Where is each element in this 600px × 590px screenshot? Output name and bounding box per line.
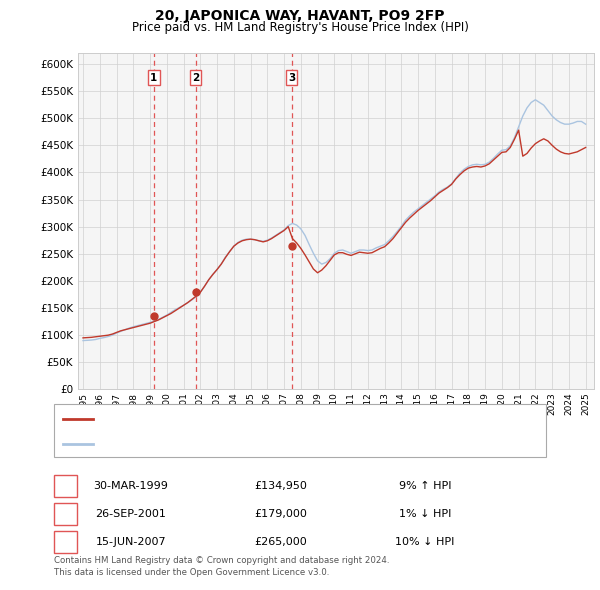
Text: 2: 2: [62, 509, 69, 519]
Text: 15-JUN-2007: 15-JUN-2007: [95, 537, 166, 547]
Text: 20, JAPONICA WAY, HAVANT, PO9 2FP (detached house): 20, JAPONICA WAY, HAVANT, PO9 2FP (detac…: [99, 414, 387, 424]
Text: This data is licensed under the Open Government Licence v3.0.: This data is licensed under the Open Gov…: [54, 568, 329, 576]
Text: £265,000: £265,000: [254, 537, 307, 547]
Text: 20, JAPONICA WAY, HAVANT, PO9 2FP: 20, JAPONICA WAY, HAVANT, PO9 2FP: [155, 9, 445, 23]
Text: 30-MAR-1999: 30-MAR-1999: [94, 481, 168, 491]
Text: 2: 2: [192, 73, 199, 83]
Text: 1: 1: [150, 73, 158, 83]
Text: Price paid vs. HM Land Registry's House Price Index (HPI): Price paid vs. HM Land Registry's House …: [131, 21, 469, 34]
Text: 3: 3: [62, 537, 69, 547]
Text: £179,000: £179,000: [254, 509, 307, 519]
Text: 9% ↑ HPI: 9% ↑ HPI: [398, 481, 451, 491]
Text: Contains HM Land Registry data © Crown copyright and database right 2024.: Contains HM Land Registry data © Crown c…: [54, 556, 389, 565]
Text: 3: 3: [288, 73, 295, 83]
Text: 26-SEP-2001: 26-SEP-2001: [95, 509, 166, 519]
Text: 1: 1: [62, 481, 69, 491]
Text: 1% ↓ HPI: 1% ↓ HPI: [398, 509, 451, 519]
Text: 10% ↓ HPI: 10% ↓ HPI: [395, 537, 454, 547]
Text: £134,950: £134,950: [254, 481, 307, 491]
Text: HPI: Average price, detached house, Havant: HPI: Average price, detached house, Hava…: [99, 439, 329, 449]
